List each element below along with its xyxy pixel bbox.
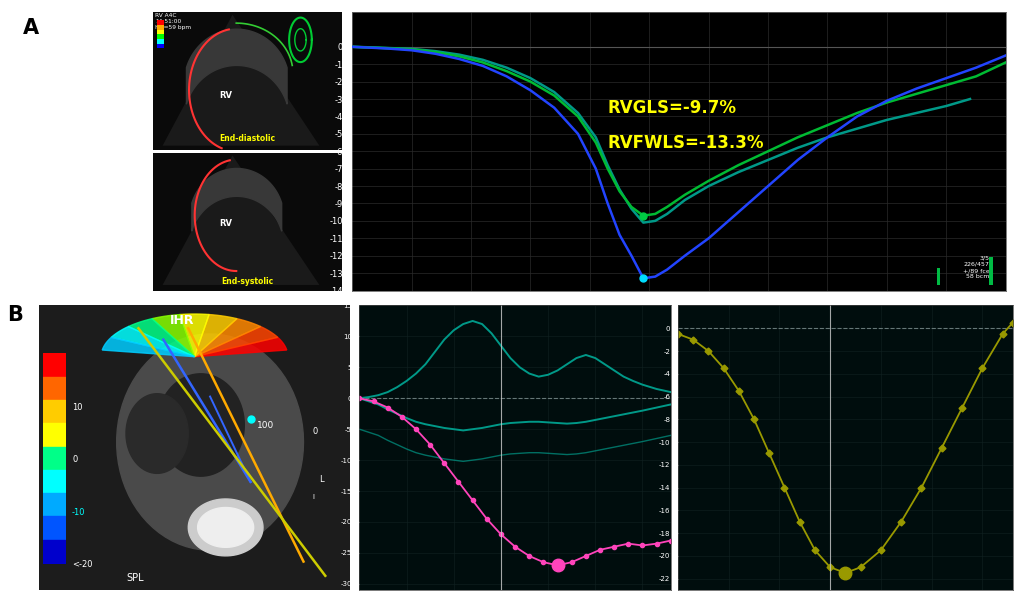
Bar [937,268,940,285]
Polygon shape [116,334,303,550]
Text: RVGLS=-9.7%: RVGLS=-9.7% [607,99,737,117]
Text: 0: 0 [72,455,78,464]
Polygon shape [152,314,194,357]
Text: 0: 0 [312,426,319,435]
Polygon shape [194,326,278,357]
Text: 10: 10 [72,403,83,412]
Text: Strain [Longitudinal]: Strain [Longitudinal] [636,0,758,10]
Text: [%]: [%] [319,0,336,7]
Bar [157,25,164,29]
Text: End-diastolic: End-diastolic [220,135,276,144]
Text: RV: RV [220,91,232,100]
Text: RV A4C
14:51:00
HR=59 bpm: RV A4C 14:51:00 HR=59 bpm [155,13,191,30]
Polygon shape [162,15,320,146]
Text: RV 超声 [2D] [2DT] 超声 Strain [%][LA] 峰值整体变形率: RV 超声 [2D] [2DT] 超声 Strain [%][LA] 峰值整体变… [785,298,906,304]
Polygon shape [129,319,194,357]
Bar [153,153,342,291]
Text: L: L [319,475,324,484]
Bar [157,44,164,48]
Text: B: B [7,305,23,325]
Bar [157,20,164,25]
Text: 100: 100 [257,421,274,430]
Polygon shape [194,319,260,357]
Text: RV 超声 [2D] [2DT] 超声 Strain [%][LA]Basal Slices: RV 超声 [2D] [2DT] 超声 Strain [%][LA]Basal … [451,298,579,304]
Bar [989,257,992,285]
Bar [157,29,164,34]
Polygon shape [180,314,209,357]
Bar [157,34,164,39]
Polygon shape [194,314,237,357]
Text: 3/5
226/457
+/89 fce
58 bcm: 3/5 226/457 +/89 fce 58 bcm [963,256,989,279]
Text: -10: -10 [72,508,86,517]
Polygon shape [157,374,244,476]
Text: RVFWLS=-13.3%: RVFWLS=-13.3% [607,134,764,152]
Text: IHR: IHR [169,314,194,327]
Polygon shape [126,394,188,473]
Polygon shape [111,326,194,357]
Text: ms: ms [1012,296,1021,305]
Polygon shape [194,337,287,357]
Polygon shape [162,155,320,285]
Text: RV: RV [220,219,232,228]
Bar [157,39,164,44]
Polygon shape [188,499,263,556]
Bar [153,12,342,150]
Text: <-20: <-20 [72,560,93,569]
Text: A: A [22,18,39,38]
Polygon shape [198,507,253,547]
Text: SPL: SPL [126,573,144,583]
Text: I: I [312,494,314,500]
Text: End-systolic: End-systolic [222,277,274,286]
Polygon shape [102,337,194,357]
